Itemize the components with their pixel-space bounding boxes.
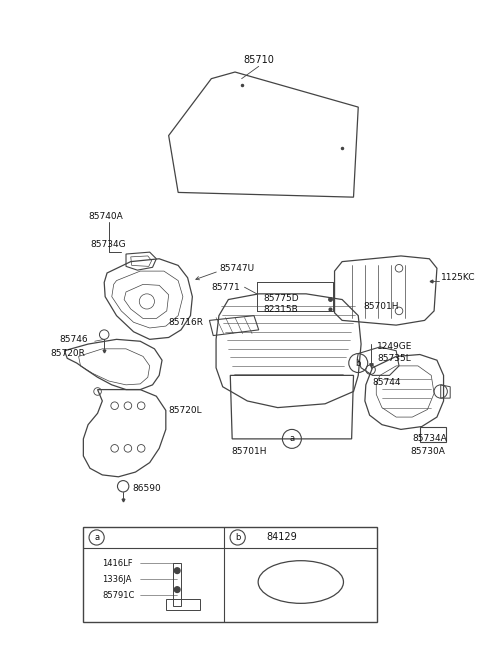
- Text: 85791C: 85791C: [102, 591, 135, 600]
- Text: 85740A: 85740A: [88, 212, 123, 221]
- Text: 1416LF: 1416LF: [102, 559, 133, 568]
- Text: 85734G: 85734G: [90, 240, 126, 249]
- Text: 85701H: 85701H: [231, 447, 267, 456]
- Text: 85710: 85710: [243, 55, 274, 65]
- Circle shape: [174, 568, 180, 574]
- Text: 85735L: 85735L: [377, 354, 411, 363]
- Text: 1249GE: 1249GE: [377, 343, 413, 352]
- Bar: [420, 426, 446, 441]
- Text: 85747U: 85747U: [219, 264, 254, 272]
- Text: 85701H: 85701H: [363, 302, 398, 310]
- Text: a: a: [94, 533, 99, 542]
- Text: b: b: [356, 358, 361, 367]
- Text: 85720R: 85720R: [50, 349, 85, 358]
- Text: b: b: [235, 533, 240, 542]
- Text: 85730A: 85730A: [410, 447, 445, 456]
- Text: 82315B: 82315B: [264, 305, 298, 314]
- Text: 85744: 85744: [372, 377, 401, 386]
- Text: 1336JA: 1336JA: [102, 574, 132, 584]
- Text: a: a: [289, 434, 294, 443]
- Text: 84129: 84129: [266, 533, 297, 542]
- Text: 85746: 85746: [60, 335, 88, 344]
- Text: 85720L: 85720L: [168, 406, 202, 415]
- Text: 85771: 85771: [211, 283, 240, 291]
- Text: 85734A: 85734A: [412, 434, 447, 443]
- Text: 1125KC: 1125KC: [441, 273, 475, 282]
- Bar: [84, 527, 377, 622]
- Text: 85716R: 85716R: [168, 318, 204, 327]
- Circle shape: [174, 587, 180, 592]
- Text: 86590: 86590: [132, 483, 161, 493]
- Text: 85775D: 85775D: [264, 294, 299, 303]
